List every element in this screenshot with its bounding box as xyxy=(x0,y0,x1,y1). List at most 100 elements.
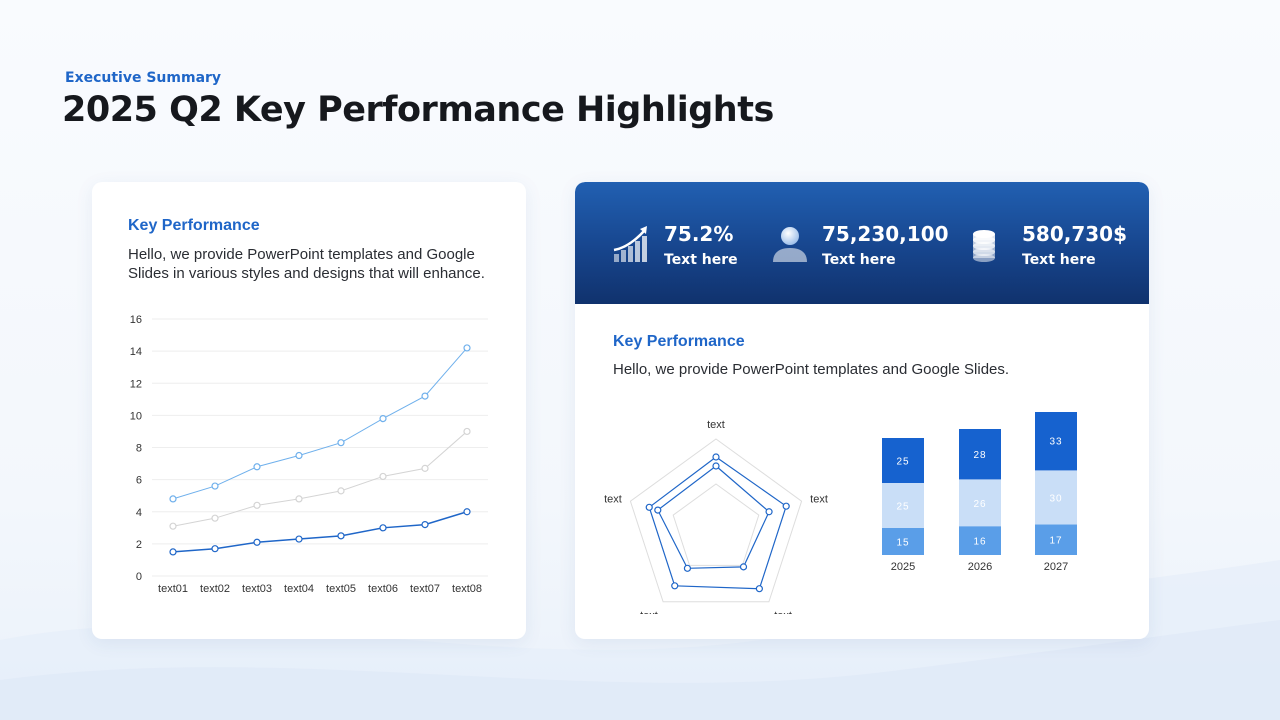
y-tick-label: 14 xyxy=(130,346,142,358)
data-point xyxy=(421,392,429,400)
card-heading: Key Performance xyxy=(613,333,745,350)
stat-label: Text here xyxy=(1022,252,1096,268)
bar-value-label: 30 xyxy=(1049,493,1062,504)
bar-segment xyxy=(959,526,1001,555)
radar-axis-label: text xyxy=(774,610,792,614)
radar-grid xyxy=(672,483,760,566)
data-point xyxy=(211,482,219,490)
key-performance-card-left: Key Performance Hello, we provide PowerP… xyxy=(92,182,526,639)
bar-value-label: 33 xyxy=(1049,437,1062,448)
series-line xyxy=(172,511,468,553)
x-tick-label: text01 xyxy=(158,583,188,595)
bar-segment xyxy=(1035,412,1077,471)
bar-value-label: 25 xyxy=(896,502,909,513)
stat-label: Text here xyxy=(822,252,896,268)
x-tick-label: text08 xyxy=(452,583,482,595)
y-tick-label: 6 xyxy=(136,475,142,487)
series-line xyxy=(172,431,468,527)
y-tick-label: 0 xyxy=(136,571,142,583)
bar-value-label: 26 xyxy=(973,499,986,510)
radar-point xyxy=(654,506,662,514)
x-tick-label: text05 xyxy=(326,583,356,595)
radar-point xyxy=(765,508,773,516)
data-point xyxy=(169,548,177,556)
data-point xyxy=(463,344,471,352)
person-icon xyxy=(773,227,807,262)
stat-label: Text here xyxy=(664,252,738,268)
x-tick-label: text04 xyxy=(284,583,314,595)
coin-stack-icon xyxy=(973,230,995,262)
x-tick-label: text06 xyxy=(368,583,398,595)
series-line xyxy=(172,347,468,500)
line-chart: 0 2 4 6 8 10 12 14 16 text01 text02 text03 text04 tex… xyxy=(130,314,488,595)
radar-axis-label: text xyxy=(810,493,828,505)
data-point xyxy=(169,522,177,530)
bar-value-label: 28 xyxy=(973,450,986,461)
y-tick-label: 16 xyxy=(130,314,142,326)
bar-segment xyxy=(1035,524,1077,555)
data-point xyxy=(211,545,219,553)
data-point xyxy=(169,495,177,503)
radar-series xyxy=(648,456,787,590)
radar-point xyxy=(645,503,653,511)
x-tick-label: text03 xyxy=(242,583,272,595)
bar-segment xyxy=(959,479,1001,527)
stat-value: 75,230,100 xyxy=(822,222,949,246)
bar-value-label: 15 xyxy=(896,538,909,549)
radar-axis-label: text xyxy=(707,419,725,431)
key-performance-card-right: 75.2% Text here 75,230,100 Text here xyxy=(575,182,1149,639)
data-point xyxy=(463,427,471,436)
radar-point xyxy=(755,585,763,593)
data-point xyxy=(337,532,345,540)
bar-category-label: 2026 xyxy=(968,561,992,573)
stats-band: 75.2% Text here 75,230,100 Text here xyxy=(575,182,1149,304)
bar-value-label: 16 xyxy=(973,537,986,548)
y-tick-label: 12 xyxy=(130,378,142,390)
bar-segment xyxy=(882,483,924,528)
eyebrow-label: Executive Summary xyxy=(65,70,222,86)
y-tick-label: 4 xyxy=(136,507,142,519)
data-point xyxy=(379,414,387,423)
data-point xyxy=(253,538,261,546)
card-text: Hello, we provide PowerPoint templates a… xyxy=(613,361,1010,378)
data-point xyxy=(295,495,303,503)
stat-value: 580,730$ xyxy=(1022,222,1128,246)
data-point xyxy=(337,439,345,447)
bar-value-label: 25 xyxy=(896,457,909,468)
bar-segment xyxy=(1035,470,1077,525)
radar-point xyxy=(712,453,720,461)
radar-point xyxy=(739,563,748,571)
data-point xyxy=(337,487,345,495)
data-point xyxy=(379,524,387,532)
data-point xyxy=(253,463,261,471)
y-tick-label: 8 xyxy=(136,443,142,455)
data-point xyxy=(421,521,429,529)
radar-chart: text text text text text xyxy=(604,419,828,614)
card-heading: Key Performance xyxy=(128,217,260,234)
radar-point xyxy=(712,462,720,470)
radar-point xyxy=(683,564,692,572)
y-tick-label: 2 xyxy=(136,539,142,551)
card-text-line-1: Hello, we provide PowerPoint templates a… xyxy=(128,246,475,263)
radar-series xyxy=(657,465,770,569)
page-title: 2025 Q2 Key Performance Highlights xyxy=(62,90,774,130)
data-point xyxy=(379,472,387,481)
radar-grid xyxy=(629,438,803,603)
radar-point xyxy=(782,502,790,510)
bar-category-label: 2025 xyxy=(891,561,915,573)
bar-segment xyxy=(882,528,924,555)
bar-value-label: 17 xyxy=(1049,536,1062,547)
radar-axis-label: text xyxy=(604,493,622,505)
bar-category-label: 2027 xyxy=(1044,561,1068,573)
card-text-line-2: Slides in various styles and designs tha… xyxy=(128,265,485,282)
y-tick-label: 10 xyxy=(130,410,142,422)
data-point xyxy=(295,535,303,543)
radar-axis-label: text xyxy=(640,610,658,614)
growth-chart-icon xyxy=(613,226,647,262)
stacked-bar-chart: 15 25 25 2025 16 26 28 2026 17 30 33 2027 xyxy=(882,412,1077,573)
radar-point xyxy=(671,582,679,590)
bar-segment xyxy=(959,429,1001,480)
stat-value: 75.2% xyxy=(664,222,734,246)
data-point xyxy=(295,451,303,460)
x-tick-label: text07 xyxy=(410,583,440,595)
